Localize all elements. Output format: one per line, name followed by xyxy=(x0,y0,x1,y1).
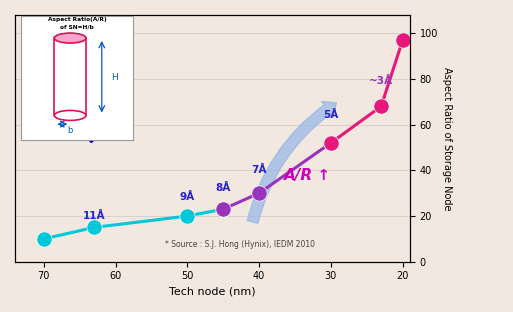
Text: 7Å: 7Å xyxy=(251,165,267,175)
Text: * Source : S.J. Hong (Hynix), IEDM 2010: * Source : S.J. Hong (Hynix), IEDM 2010 xyxy=(165,240,315,249)
Text: H: H xyxy=(111,74,117,82)
Bar xyxy=(54,38,86,115)
Text: Tox: Tox xyxy=(35,117,74,137)
Text: ~3Å: ~3Å xyxy=(369,76,393,86)
Text: ↓: ↓ xyxy=(84,131,97,146)
Text: of SN=H/b: of SN=H/b xyxy=(60,24,94,29)
Text: Aspect Ratio(A/R): Aspect Ratio(A/R) xyxy=(48,17,106,22)
Ellipse shape xyxy=(54,110,86,120)
Y-axis label: Aspect Ratio of Storage Node: Aspect Ratio of Storage Node xyxy=(442,66,452,210)
Text: 9Å: 9Å xyxy=(180,192,195,202)
Ellipse shape xyxy=(54,33,86,43)
Text: 8Å: 8Å xyxy=(215,183,231,193)
Text: 5Å: 5Å xyxy=(323,110,339,120)
FancyArrowPatch shape xyxy=(247,101,337,223)
Text: 11Å: 11Å xyxy=(83,211,105,221)
Text: A/R ↑: A/R ↑ xyxy=(284,168,330,183)
X-axis label: Tech node (nm): Tech node (nm) xyxy=(169,287,256,297)
Text: b: b xyxy=(68,126,73,135)
